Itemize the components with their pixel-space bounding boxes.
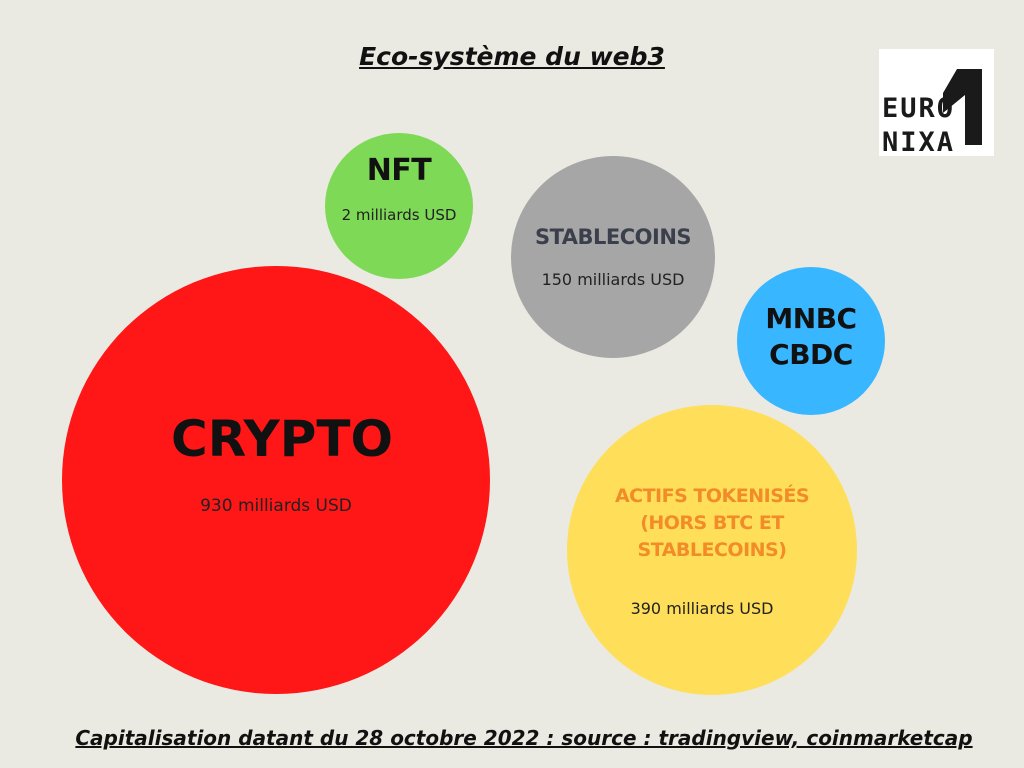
actifs-bubble — [567, 405, 857, 695]
actifs-label-line1: ACTIFS TOKENISÉS — [614, 485, 810, 507]
nft-bubble — [325, 133, 473, 279]
crypto-label: CRYPTO — [171, 410, 393, 468]
logo-one-icon — [943, 69, 982, 145]
euronixa-logo: EURO NIXA — [879, 49, 994, 156]
footer-source: Capitalisation datant du 28 octobre 2022… — [75, 726, 973, 750]
stablecoins-bubble — [511, 156, 715, 358]
stablecoins-label: STABLECOINS — [534, 225, 692, 249]
cbdc-label: CBDC — [769, 338, 853, 371]
mnbc-label: MNBC — [765, 302, 857, 335]
nft-value: 2 milliards USD — [341, 206, 457, 224]
page-title: Eco-système du web3 — [359, 42, 665, 71]
stablecoins-value: 150 milliards USD — [541, 270, 685, 289]
crypto-value: 930 milliards USD — [200, 496, 352, 516]
actifs-label-line2: (HORS BTC ET — [640, 512, 784, 534]
logo-line1: EURO — [882, 93, 956, 124]
logo-line2: NIXA — [882, 127, 956, 156]
crypto-bubble — [62, 266, 490, 694]
nft-label: NFT — [366, 153, 432, 188]
actifs-label-line3: STABLECOINS) — [637, 539, 787, 561]
mnbc-bubble — [737, 267, 885, 415]
actifs-value: 390 milliards USD — [630, 599, 774, 618]
